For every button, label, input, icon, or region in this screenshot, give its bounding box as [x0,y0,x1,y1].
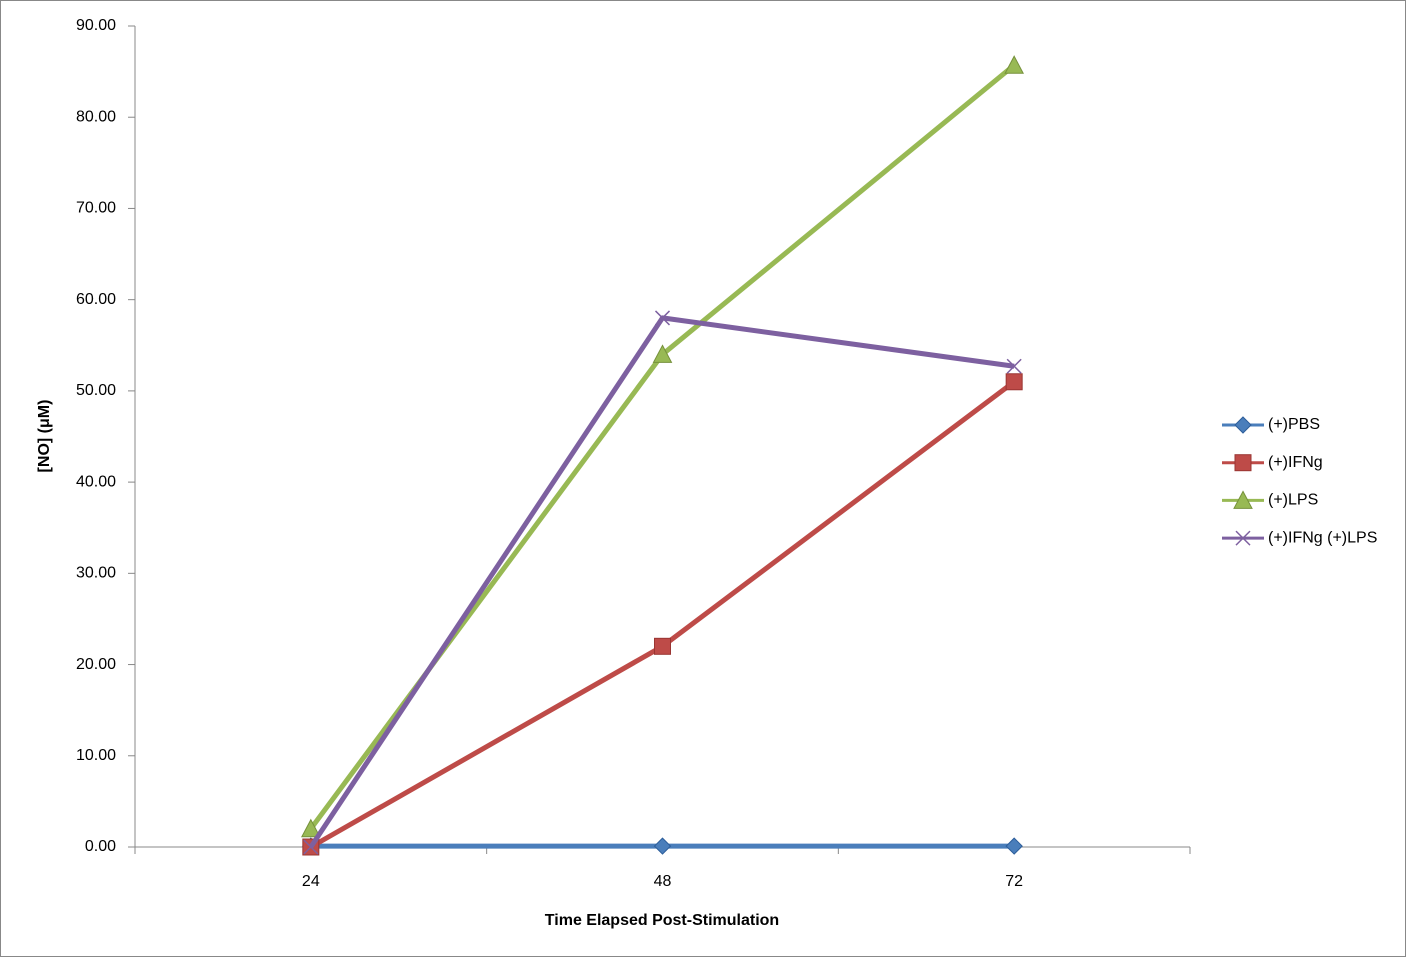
x-tick-label: 72 [1005,873,1023,890]
legend-marker [1234,416,1252,434]
legend-marker [1234,454,1252,472]
x-tick-label: 24 [302,873,320,890]
data-point [654,310,671,326]
data-point [1006,358,1022,374]
data-point [652,344,673,363]
legend-label: (+)LPS [1268,492,1318,509]
y-tick-label: 60.00 [76,291,116,308]
data-point [1004,55,1025,74]
y-tick-label: 80.00 [76,108,116,125]
legend-label: (+)IFNg (+)LPS [1268,529,1377,546]
y-tick-label: 90.00 [76,17,116,34]
legend-marker [1233,490,1253,509]
data-point [654,637,671,655]
y-tick-label: 50.00 [76,382,116,399]
x-axis-title: Time Elapsed Post-Stimulation [545,912,779,929]
y-axis-title: [NO] (μM) [36,400,53,473]
data-point [301,818,321,838]
data-point [1005,373,1023,391]
y-tick-label: 0.00 [85,838,116,855]
data-point [303,839,319,855]
data-point [1005,837,1023,855]
y-tick-label: 20.00 [76,656,116,673]
legend-label: (+)PBS [1268,416,1320,433]
y-tick-label: 30.00 [76,565,116,582]
data-point [653,837,672,855]
y-tick-label: 70.00 [76,200,116,217]
x-tick-label: 48 [654,873,672,890]
y-tick-label: 40.00 [76,473,116,490]
y-tick-label: 10.00 [76,747,116,764]
legend-label: (+)IFNg [1268,454,1323,471]
legend-marker [1235,530,1251,546]
